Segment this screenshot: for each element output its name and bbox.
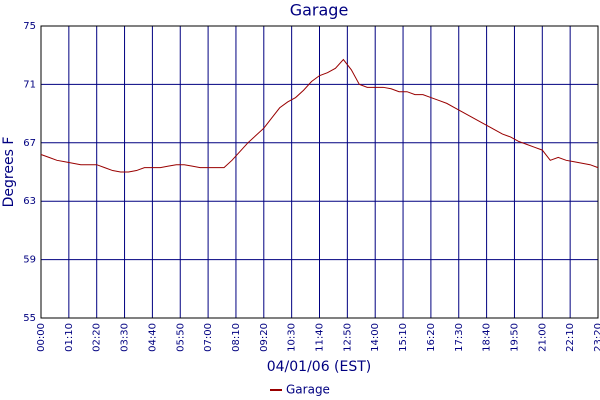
x-tick-label: 05:50 (175, 323, 186, 352)
legend-label: Garage (286, 383, 330, 397)
x-tick-label: 10:30 (287, 323, 298, 352)
x-tick-label: 12:50 (342, 323, 353, 352)
x-tick-label: 16:20 (426, 323, 437, 352)
y-axis-label: Degrees F (1, 137, 17, 208)
x-tick-label: 04:40 (147, 323, 158, 352)
x-tick-label: 02:20 (92, 323, 103, 352)
x-tick-label: 19:50 (509, 323, 520, 352)
y-tick-label: 67 (23, 138, 36, 149)
x-tick-label: 08:10 (231, 323, 242, 352)
x-tick-label: 22:10 (565, 323, 576, 352)
data-line (40, 58, 599, 173)
x-tick-label: 01:10 (64, 323, 75, 352)
x-tick-label: 14:00 (370, 323, 381, 352)
x-tick-label: 15:10 (398, 323, 409, 352)
x-tick-label: 23:20 (593, 323, 600, 352)
x-tick-label: 11:40 (315, 323, 326, 352)
x-tick-label: 03:30 (120, 323, 131, 352)
x-tick-label: 18:40 (482, 323, 493, 352)
y-tick-label: 75 (23, 21, 36, 32)
x-tick-label: 21:00 (537, 323, 548, 352)
y-tick-label: 71 (23, 79, 36, 90)
plot-border (40, 25, 599, 319)
y-tick-label: 59 (23, 255, 36, 266)
x-tick-label: 17:30 (454, 323, 465, 352)
chart-title: Garage (290, 1, 349, 20)
x-tick-label: 07:00 (203, 323, 214, 352)
x-axis-label: 04/01/06 (EST) (267, 359, 372, 375)
x-tick-label: 09:20 (259, 323, 270, 352)
y-tick-label: 63 (23, 196, 36, 207)
x-tick-label: 00:00 (36, 323, 47, 352)
y-tick-label: 55 (23, 313, 36, 324)
